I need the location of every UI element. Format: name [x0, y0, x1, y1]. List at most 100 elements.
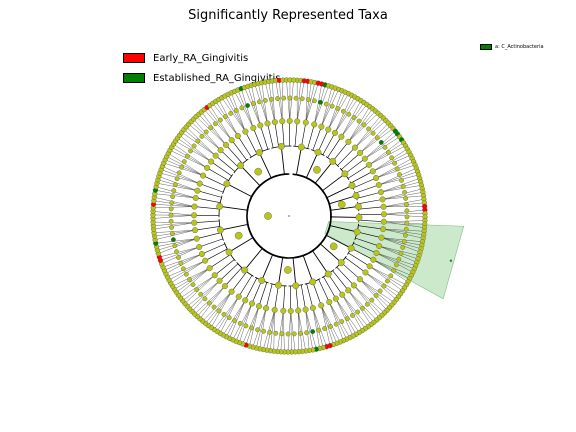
- branch-line: [329, 195, 357, 205]
- tree-node: [396, 256, 402, 262]
- branch-line: [226, 183, 252, 198]
- tree-node: [273, 330, 279, 336]
- highlight-wedge: [324, 221, 465, 300]
- clade-legend-label: a: C_Actinobacteria: [495, 44, 544, 50]
- tree-node: [356, 276, 363, 283]
- tree-node: [172, 182, 178, 187]
- leaf-branch: [210, 291, 232, 328]
- branch-line: [358, 219, 384, 222]
- leaf-branch: [335, 298, 354, 337]
- leaf-branch: [153, 222, 195, 226]
- leaf-branch: [162, 166, 200, 184]
- leaf-branch: [354, 120, 387, 148]
- tree-node: [285, 331, 291, 337]
- tree-node: [385, 278, 390, 284]
- leaf-branch: [254, 84, 268, 124]
- tree-node: [291, 331, 297, 337]
- leaf-branch: [369, 266, 405, 289]
- leaf-branch: [159, 172, 200, 184]
- tree-node: [239, 105, 245, 111]
- tree-node: [345, 138, 352, 145]
- tree-node: [360, 305, 365, 311]
- leaf-branch: [353, 285, 380, 318]
- tree-node: [284, 266, 292, 274]
- tree-node: [172, 243, 178, 249]
- leaf-branch: [193, 118, 221, 151]
- leaf-branch: [382, 188, 423, 200]
- leaf-branch: [187, 280, 220, 307]
- leaf-branch: [354, 115, 381, 148]
- tree-node: [195, 138, 201, 144]
- tree-node: [216, 202, 224, 210]
- leaf-branch: [155, 238, 197, 244]
- tree-node: [388, 273, 394, 279]
- tree-node: [228, 110, 234, 116]
- tree-node: [322, 326, 328, 331]
- leaf-branch: [328, 93, 349, 130]
- leaf-branch: [353, 285, 385, 314]
- leaf-branch: [161, 246, 200, 264]
- branch-line: [245, 131, 258, 154]
- branch-line: [225, 144, 243, 164]
- tree-node: [264, 120, 271, 127]
- branch-line: [220, 149, 239, 168]
- leaf-branch: [226, 300, 246, 337]
- tree-node: [391, 267, 397, 273]
- leaf-branch: [341, 100, 362, 137]
- tree-node: [256, 99, 262, 105]
- tree-node: [309, 304, 316, 311]
- branch-line: [196, 232, 222, 239]
- tree-node: [332, 295, 339, 302]
- branch-line: [305, 152, 319, 178]
- tree-node: [208, 125, 214, 131]
- tree-node: [351, 115, 357, 120]
- branch-line: [292, 257, 297, 286]
- leaf-branch: [369, 266, 407, 286]
- tree-node: [318, 302, 325, 309]
- tree-node: [338, 133, 345, 140]
- tree-node: [237, 321, 243, 326]
- leaf-branch: [156, 183, 198, 191]
- tree-node: [337, 259, 345, 266]
- leaf-branch: [162, 253, 202, 268]
- leaf-branch: [279, 80, 283, 122]
- leaf-branch: [209, 105, 232, 141]
- branch-line: [323, 276, 337, 299]
- branch-line: [326, 234, 352, 249]
- leaf-branch: [168, 260, 206, 281]
- tree-node: [226, 315, 232, 321]
- tree-node: [250, 101, 256, 106]
- tree-node: [378, 234, 385, 241]
- branch-line: [357, 199, 383, 205]
- tree-node: [241, 266, 248, 274]
- leaf-branch: [376, 252, 416, 266]
- tree-node: [392, 160, 397, 166]
- tree-node: [242, 128, 249, 135]
- leaf-branch: [298, 310, 306, 352]
- tree-node: [169, 200, 175, 206]
- leaf-branch: [261, 82, 268, 124]
- leaf-branch: [213, 296, 239, 330]
- branch-line: [219, 263, 239, 282]
- tree-node: [206, 265, 213, 272]
- tree-node: [196, 244, 203, 251]
- branch-line: [341, 262, 361, 280]
- leaf-branch: [373, 259, 409, 282]
- leaf-branch: [348, 290, 372, 325]
- leaf-branch: [373, 259, 410, 279]
- leaf-branch: [305, 309, 310, 351]
- leaf-branch: [228, 94, 246, 132]
- leaf-branch: [171, 146, 208, 169]
- leaf-branch: [202, 291, 232, 322]
- tree-node: [350, 282, 357, 289]
- tree-node: [361, 155, 368, 162]
- leaf-branch: [380, 181, 421, 193]
- leaf-branch: [348, 106, 370, 142]
- leaf-branch: [342, 294, 369, 327]
- leaf-branch: [376, 252, 415, 270]
- tree-node: [354, 203, 362, 210]
- branch-line: [199, 238, 223, 248]
- leaf-branch: [372, 155, 411, 172]
- leaf-branch: [359, 123, 389, 154]
